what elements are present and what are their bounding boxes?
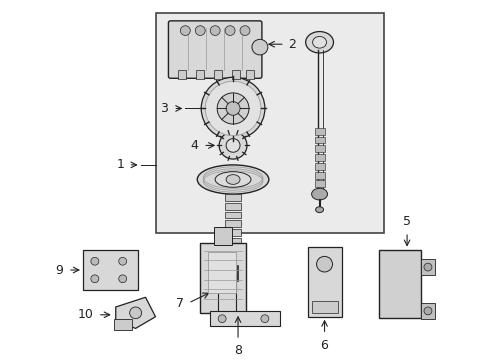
Circle shape	[210, 26, 220, 35]
Bar	[155, 13, 384, 233]
Ellipse shape	[215, 172, 250, 187]
Bar	[208, 252, 236, 293]
Bar	[114, 319, 131, 330]
Bar	[245, 69, 253, 79]
Text: 6: 6	[320, 339, 328, 352]
Circle shape	[205, 81, 261, 136]
FancyBboxPatch shape	[168, 21, 262, 78]
Circle shape	[423, 307, 431, 315]
Circle shape	[261, 315, 268, 323]
Circle shape	[240, 26, 249, 35]
Circle shape	[251, 39, 267, 55]
Bar	[311, 301, 338, 313]
Circle shape	[201, 77, 264, 140]
Text: 3: 3	[160, 102, 168, 115]
Bar	[379, 249, 420, 318]
Text: 1: 1	[117, 158, 124, 171]
Bar	[224, 194, 241, 201]
Bar	[314, 145, 324, 152]
Bar	[224, 212, 241, 219]
Ellipse shape	[197, 165, 268, 194]
Bar	[178, 69, 186, 79]
Text: 9: 9	[55, 264, 63, 276]
Circle shape	[119, 275, 126, 283]
Bar	[200, 243, 245, 313]
Bar	[314, 137, 324, 144]
Bar	[210, 311, 279, 327]
Text: 8: 8	[234, 344, 242, 357]
Circle shape	[224, 26, 235, 35]
Ellipse shape	[225, 175, 240, 184]
Bar	[314, 128, 324, 135]
Bar	[214, 227, 232, 245]
Circle shape	[217, 93, 248, 124]
Bar	[221, 249, 244, 266]
Bar	[224, 203, 241, 210]
Bar	[214, 69, 222, 79]
Bar	[224, 238, 241, 245]
Bar	[224, 229, 241, 236]
Ellipse shape	[312, 36, 326, 48]
Circle shape	[91, 275, 99, 283]
Bar	[420, 303, 434, 319]
Circle shape	[91, 257, 99, 265]
Ellipse shape	[305, 32, 333, 53]
Bar	[232, 69, 240, 79]
Circle shape	[180, 26, 190, 35]
Circle shape	[195, 26, 205, 35]
Text: 2: 2	[287, 38, 295, 51]
Text: 7: 7	[176, 297, 184, 310]
Text: 5: 5	[402, 215, 410, 228]
Bar	[314, 172, 324, 179]
Bar	[314, 154, 324, 161]
Bar	[224, 247, 241, 253]
Bar	[218, 274, 236, 313]
Circle shape	[119, 257, 126, 265]
Bar	[420, 259, 434, 275]
Circle shape	[225, 139, 240, 152]
Polygon shape	[116, 297, 155, 328]
Bar	[314, 163, 324, 170]
Bar	[307, 247, 342, 317]
Text: 10: 10	[78, 308, 94, 321]
Bar	[314, 180, 324, 187]
Circle shape	[225, 102, 240, 115]
Circle shape	[423, 263, 431, 271]
Bar	[196, 69, 204, 79]
Circle shape	[129, 307, 142, 319]
Ellipse shape	[311, 188, 327, 200]
Circle shape	[219, 132, 246, 159]
Text: 4: 4	[190, 139, 198, 152]
Circle shape	[218, 315, 225, 323]
Circle shape	[316, 256, 332, 272]
Bar	[224, 220, 241, 227]
Bar	[83, 249, 137, 291]
Ellipse shape	[315, 207, 323, 213]
